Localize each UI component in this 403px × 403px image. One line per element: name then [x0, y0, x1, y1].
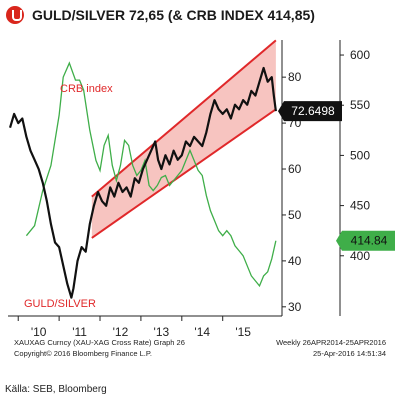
channel-band [91, 40, 276, 238]
crb-line [25, 61, 277, 288]
x-tick-label: '15 [235, 325, 251, 339]
x-tick-label: '10 [31, 325, 47, 339]
right-tick-label: 500 [350, 148, 370, 162]
gold-silver-series-label: GULD/SILVER [24, 298, 96, 310]
x-tick-label: '13 [154, 325, 170, 339]
x-tick-label: '14 [194, 325, 210, 339]
left-tick-label: 60 [288, 162, 302, 176]
crb-last-value: 414.84 [351, 234, 388, 248]
gold-silver-last-value-badge: 72.6498 [278, 101, 342, 122]
source-note: Källa: SEB, Bloomberg [5, 384, 107, 395]
plot-frame [8, 40, 341, 317]
right-tick-label: 400 [350, 249, 370, 263]
left-tick-label: 80 [288, 70, 302, 84]
right-tick-label: 450 [350, 199, 370, 213]
gold-silver-last-value: 72.6498 [291, 104, 335, 118]
channel-lower-line [91, 108, 277, 239]
last-value-badges: 72.6498 414.84 [278, 101, 395, 251]
footer-left-2: Copyright© 2016 Bloomberg Finance L.P. [14, 349, 152, 358]
series-gold-silver [8, 66, 277, 299]
right-axis-ticks: 400 450 500 550 600 [340, 48, 370, 263]
left-tick-label: 40 [288, 254, 302, 268]
series-labels: CRB index GULD/SILVER [24, 83, 113, 310]
right-tick-label: 600 [350, 48, 370, 62]
seb-logo-icon [6, 6, 24, 24]
footer-left-1: XAUXAG Curncy (XAU-XAG Cross Rate) Graph… [14, 338, 185, 347]
trend-channel [91, 39, 277, 239]
x-tick-label: '12 [113, 325, 129, 339]
gold-silver-line [8, 66, 277, 299]
crb-series-label: CRB index [60, 83, 113, 95]
badge-shape [336, 230, 395, 251]
x-tick-label: '11 [72, 325, 87, 339]
title-bar: GULD/SILVER 72,65 (& CRB INDEX 414,85) [6, 5, 315, 25]
left-tick-label: 50 [288, 208, 302, 222]
series-crb [25, 61, 277, 288]
footer-right-2: 25-Apr-2016 14:51:34 [313, 349, 386, 358]
chart-title: GULD/SILVER 72,65 (& CRB INDEX 414,85) [32, 7, 315, 23]
left-tick-label: 30 [288, 300, 302, 314]
right-tick-label: 550 [350, 98, 370, 112]
channel-upper-line [91, 39, 277, 198]
x-axis-ticks: '10 '11 '12 '13 '14 '15 [17, 316, 251, 339]
crb-last-value-badge: 414.84 [336, 230, 395, 251]
badge-shape [278, 101, 342, 122]
footer-right-1: Weekly 26APR2014-25APR2016 [276, 338, 386, 347]
